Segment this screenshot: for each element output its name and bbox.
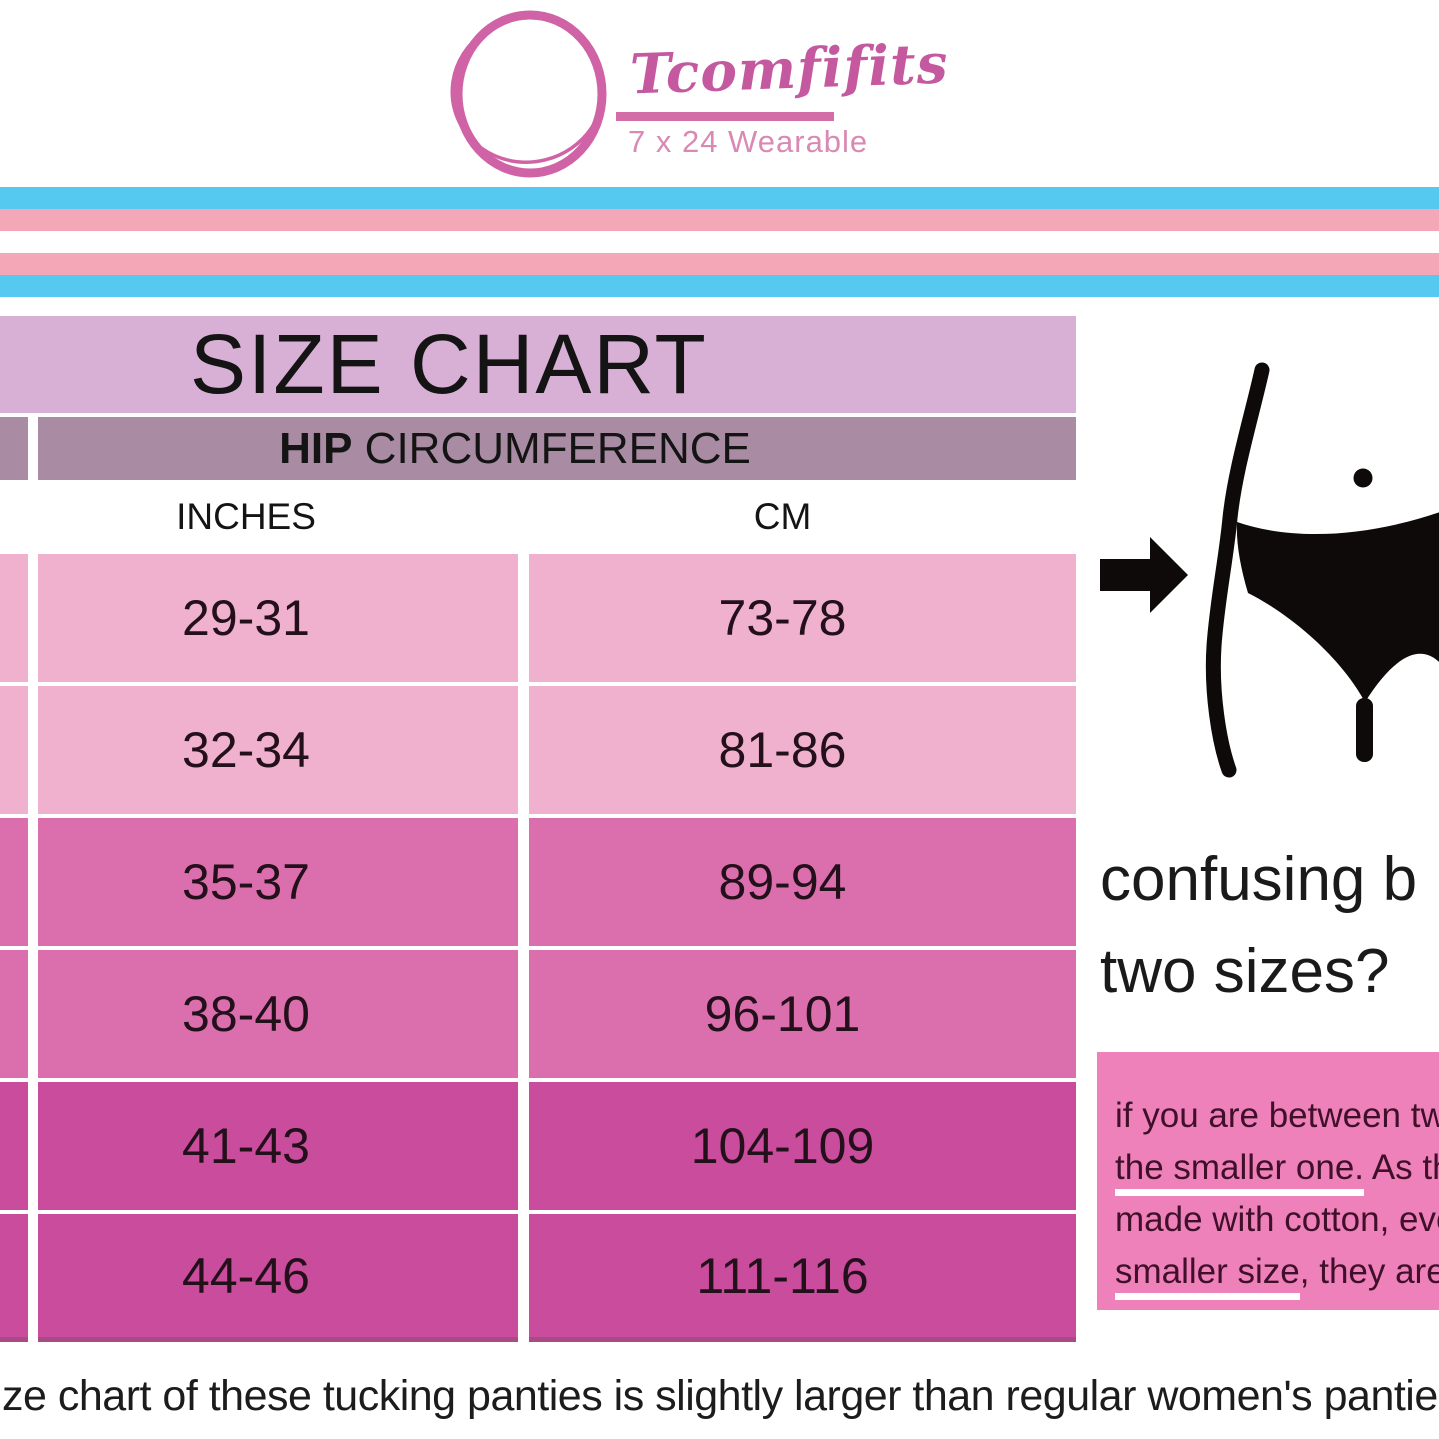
cm-value: 96-101 — [704, 986, 861, 1042]
size-chart-title-band: SIZE CHART — [0, 316, 1076, 413]
row-left-sliver — [0, 1214, 28, 1342]
hip-circumference-band: HIP CIRCUMFERENCE — [0, 417, 1076, 480]
unit-header-row: INCHES CM — [0, 480, 1076, 554]
row-left-sliver — [0, 818, 28, 946]
column-divider — [28, 818, 38, 946]
column-divider — [28, 1082, 38, 1210]
advice-line4: smaller size, they are s — [1115, 1246, 1439, 1300]
flag-stripe-blue — [0, 275, 1439, 297]
brand-underline — [616, 112, 834, 121]
flag-stripes — [0, 187, 1439, 297]
footer-note: ze chart of these tucking panties is sli… — [2, 1372, 1438, 1420]
column-divider — [28, 417, 38, 480]
side-heading-line1: confusing b — [1100, 845, 1418, 914]
column-divider — [518, 1082, 529, 1210]
advice-line2: the smaller one. As the — [1115, 1142, 1439, 1196]
flag-stripe-pink — [0, 253, 1439, 275]
size-chart-title: SIZE CHART — [190, 317, 708, 411]
flag-stripe-pink — [0, 209, 1439, 231]
side-heading-line2: two sizes? — [1100, 937, 1390, 1006]
arrow-right-icon — [1100, 537, 1188, 613]
column-divider — [518, 686, 529, 814]
flag-stripe-white — [0, 231, 1439, 253]
belly-button-dot — [1353, 468, 1373, 488]
row-left-sliver — [0, 950, 28, 1078]
column-divider — [28, 1214, 38, 1342]
row-left-sliver — [0, 686, 28, 814]
inches-value: 35-37 — [182, 854, 310, 910]
column-divider — [28, 686, 38, 814]
hip-label-rest: CIRCUMFERENCE — [352, 423, 751, 473]
advice-underlined-1: the smaller one. — [1115, 1148, 1365, 1196]
size-advice-box: if you are between two the smaller one. … — [1097, 1052, 1439, 1310]
inches-value: 32-34 — [182, 722, 310, 778]
cm-value: 89-94 — [718, 854, 847, 910]
table-row: 44-46 111-116 — [0, 1214, 1076, 1342]
panties-illustration-icon — [1205, 362, 1439, 778]
column-divider — [28, 950, 38, 1078]
brand-circle-logo-icon — [450, 10, 607, 178]
column-divider — [28, 480, 38, 554]
inches-value: 41-43 — [182, 1118, 310, 1174]
row-left-sliver — [0, 1082, 28, 1210]
flag-stripe-blue — [0, 187, 1439, 209]
column-divider — [518, 554, 529, 682]
brand-name: Tcomfifits — [628, 30, 950, 107]
side-heading: confusing b two sizes? — [1100, 834, 1417, 1018]
cm-value: 81-86 — [718, 722, 847, 778]
inches-value: 29-31 — [182, 590, 310, 646]
column-divider — [518, 480, 529, 554]
column-divider — [28, 554, 38, 682]
cm-value: 73-78 — [718, 590, 847, 646]
column-divider — [518, 818, 529, 946]
advice-underlined-2: smaller size — [1115, 1252, 1300, 1300]
table-left-sliver — [0, 480, 28, 554]
table-left-sliver — [0, 417, 28, 480]
advice-line3: made with cotton, even — [1115, 1200, 1439, 1239]
table-row: 38-40 96-101 — [0, 950, 1076, 1078]
cm-value: 111-116 — [696, 1247, 869, 1304]
column-divider — [518, 1214, 529, 1342]
table-row: 41-43 104-109 — [0, 1082, 1076, 1210]
inches-value: 44-46 — [182, 1247, 310, 1304]
column-divider — [518, 950, 529, 1078]
hip-label-bold: HIP — [279, 423, 353, 473]
table-row: 35-37 89-94 — [0, 818, 1076, 946]
table-row: 32-34 81-86 — [0, 686, 1076, 814]
cm-value: 104-109 — [690, 1118, 875, 1174]
size-table-body: 29-31 73-78 32-34 81-86 35-37 89-94 38-4… — [0, 554, 1076, 1342]
brand-tagline: 7 x 24 Wearable — [628, 124, 869, 159]
advice-line1: if you are between two — [1115, 1096, 1439, 1135]
table-row: 29-31 73-78 — [0, 554, 1076, 682]
row-left-sliver — [0, 554, 28, 682]
inches-value: 38-40 — [182, 986, 310, 1042]
column-header-inches: INCHES — [176, 496, 316, 537]
hip-circumference-label: HIP CIRCUMFERENCE — [38, 417, 1076, 480]
column-header-cm: CM — [753, 496, 812, 537]
